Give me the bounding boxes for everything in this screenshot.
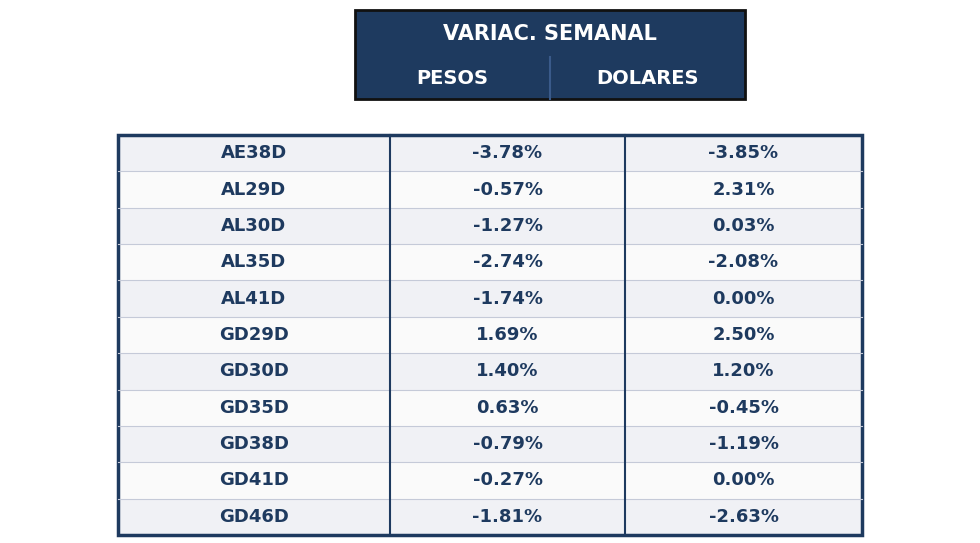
Text: 2.50%: 2.50% (712, 326, 775, 344)
Text: PESOS: PESOS (416, 68, 488, 87)
Text: -2.63%: -2.63% (709, 508, 778, 526)
Text: -0.45%: -0.45% (709, 399, 778, 416)
Text: -0.27%: -0.27% (472, 471, 543, 489)
Text: 1.69%: 1.69% (476, 326, 539, 344)
Text: -1.19%: -1.19% (709, 435, 778, 453)
Text: GD29D: GD29D (220, 326, 289, 344)
Text: DOLARES: DOLARES (596, 68, 699, 87)
Text: GD35D: GD35D (220, 399, 289, 416)
Text: -3.78%: -3.78% (472, 144, 543, 162)
Text: -2.08%: -2.08% (709, 253, 778, 272)
Text: GD46D: GD46D (220, 508, 289, 526)
Text: 1.20%: 1.20% (712, 362, 775, 380)
Text: VARIAC. SEMANAL: VARIAC. SEMANAL (443, 23, 657, 43)
Text: AL35D: AL35D (221, 253, 286, 272)
Text: AL30D: AL30D (221, 217, 286, 235)
Text: AL41D: AL41D (221, 289, 286, 308)
Text: 0.03%: 0.03% (712, 217, 775, 235)
Text: 1.40%: 1.40% (476, 362, 539, 380)
Text: -0.57%: -0.57% (472, 180, 543, 199)
Text: -1.81%: -1.81% (472, 508, 543, 526)
Text: -2.74%: -2.74% (472, 253, 543, 272)
Text: 0.63%: 0.63% (476, 399, 539, 416)
Text: AL29D: AL29D (221, 180, 286, 199)
Text: -0.79%: -0.79% (472, 435, 543, 453)
Text: GD30D: GD30D (220, 362, 289, 380)
Text: AE38D: AE38D (220, 144, 287, 162)
Text: 2.31%: 2.31% (712, 180, 775, 199)
Text: GD38D: GD38D (219, 435, 289, 453)
Text: -1.27%: -1.27% (472, 217, 543, 235)
Text: GD41D: GD41D (220, 471, 289, 489)
Text: -1.74%: -1.74% (472, 289, 543, 308)
Text: 0.00%: 0.00% (712, 289, 775, 308)
Text: -3.85%: -3.85% (709, 144, 778, 162)
Text: 0.00%: 0.00% (712, 471, 775, 489)
